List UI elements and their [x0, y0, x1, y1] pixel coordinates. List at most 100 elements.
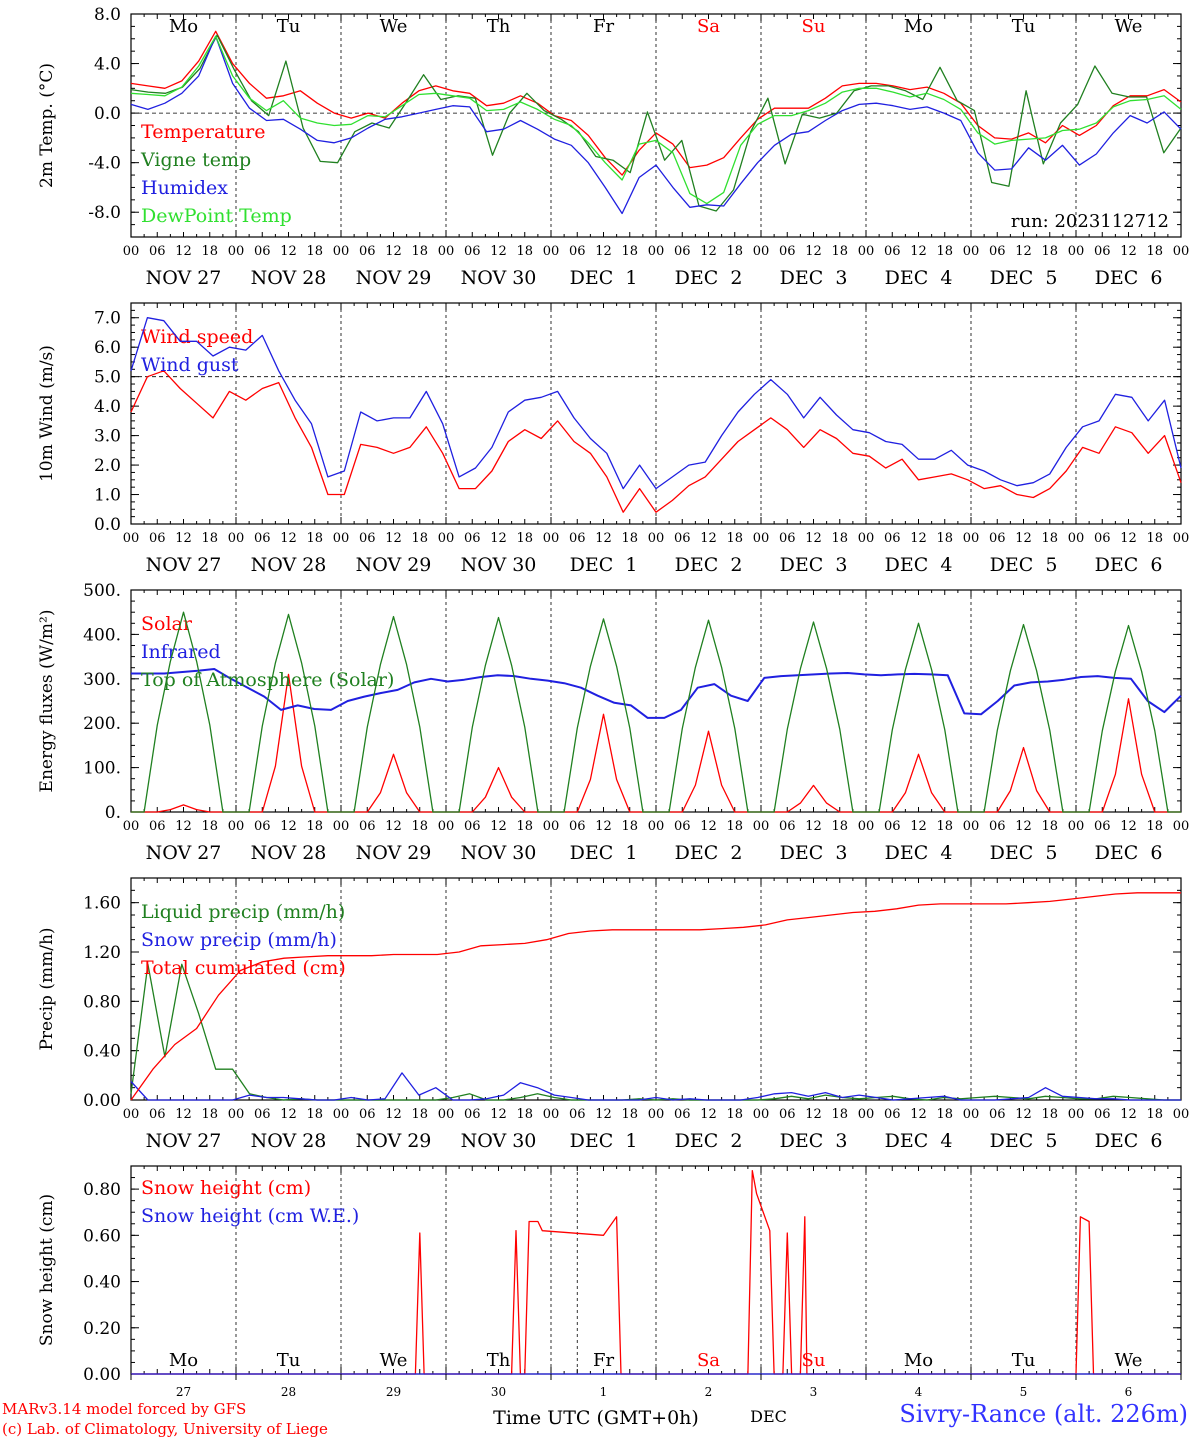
- hour-tick-label: 06: [779, 531, 796, 546]
- date-label: DEC 4: [885, 267, 953, 289]
- hour-tick-label: 00: [963, 819, 980, 834]
- legend-entry: Humidex: [141, 177, 228, 199]
- hour-tick-label: 06: [149, 531, 166, 546]
- date-label: NOV 28: [251, 842, 327, 864]
- hour-tick-label: 06: [569, 531, 586, 546]
- date-label: DEC 1: [570, 842, 638, 864]
- hour-tick-label: 12: [175, 1107, 192, 1122]
- day-number-label: 1: [600, 1385, 608, 1399]
- hour-tick-label: 00: [753, 1107, 770, 1122]
- hour-tick-label: 12: [910, 531, 927, 546]
- hour-tick-label: 06: [674, 819, 691, 834]
- day-of-week-label: Tu: [1012, 16, 1036, 37]
- day-of-week-label: Mo: [169, 1350, 198, 1371]
- hour-tick-label: 00: [753, 819, 770, 834]
- y-tick-label: 200.: [83, 714, 121, 734]
- day-number-label: 30: [491, 1385, 506, 1399]
- date-label: DEC 6: [1095, 267, 1163, 289]
- hour-tick-label: 06: [359, 244, 376, 259]
- date-label: DEC 5: [990, 554, 1058, 576]
- hour-tick-label: 00: [1068, 244, 1085, 259]
- hour-tick-label: 12: [1120, 1107, 1137, 1122]
- date-label: NOV 30: [461, 554, 537, 576]
- date-label: DEC 3: [780, 842, 848, 864]
- hour-tick-label: 18: [411, 819, 428, 834]
- hour-tick-label: 18: [726, 244, 743, 259]
- hour-tick-label: 18: [516, 819, 533, 834]
- hour-tick-label: 06: [1094, 531, 1111, 546]
- date-label: DEC 1: [570, 267, 638, 289]
- date-label: NOV 27: [146, 267, 222, 289]
- hour-tick-label: 00: [1068, 531, 1085, 546]
- y-tick-label: 1.20: [83, 943, 121, 963]
- date-label: NOV 30: [461, 842, 537, 864]
- legend-entry: Snow precip (mm/h): [141, 929, 337, 951]
- hour-tick-label: 18: [411, 1107, 428, 1122]
- hour-tick-label: 12: [700, 819, 717, 834]
- legend-entry: Snow height (cm): [141, 1177, 311, 1199]
- day-of-week-label: Mo: [904, 1350, 933, 1371]
- y-tick-label: 300.: [83, 670, 121, 690]
- hour-tick-label: 18: [1041, 819, 1058, 834]
- day-of-week-label: Tu: [1012, 1350, 1036, 1371]
- hour-tick-label: 06: [464, 1107, 481, 1122]
- y-tick-label: 0.0: [94, 104, 121, 124]
- hour-tick-label: 06: [989, 244, 1006, 259]
- hour-tick-label: 06: [1094, 244, 1111, 259]
- y-tick-label: 500.: [83, 581, 121, 601]
- hour-tick-label: 12: [175, 531, 192, 546]
- date-label: NOV 27: [146, 554, 222, 576]
- hour-tick-label: 00: [438, 819, 455, 834]
- y-axis-title: Energy fluxes (W/m²): [37, 610, 57, 793]
- day-number-label: 6: [1125, 1385, 1133, 1399]
- hour-tick-label: 12: [1120, 244, 1137, 259]
- y-axis-title: 10m Wind (m/s): [37, 345, 57, 482]
- hour-tick-label: 06: [779, 244, 796, 259]
- legend-entry: DewPoint Temp: [141, 205, 292, 227]
- hour-tick-label: 06: [989, 1107, 1006, 1122]
- legend-entry: Infrared: [141, 641, 221, 663]
- hour-tick-label: 12: [490, 1107, 507, 1122]
- hour-tick-label: 18: [831, 1107, 848, 1122]
- day-of-week-label: Tu: [277, 1350, 301, 1371]
- date-label: NOV 28: [251, 267, 327, 289]
- day-of-week-label: Su: [802, 16, 826, 37]
- hour-tick-label: 12: [700, 531, 717, 546]
- date-label: NOV 27: [146, 1130, 222, 1152]
- hour-tick-label: 00: [648, 531, 665, 546]
- hour-tick-label: 06: [779, 819, 796, 834]
- day-of-week-label: Th: [487, 1350, 511, 1371]
- series-line-red: [130, 892, 1181, 1101]
- series-line-red: [131, 1169, 1181, 1375]
- series-line-lightgreen: [130, 35, 1182, 205]
- hour-tick-label: 06: [884, 819, 901, 834]
- hour-tick-label: 06: [149, 819, 166, 834]
- hour-tick-label: 18: [936, 1107, 953, 1122]
- hour-tick-label: 06: [674, 531, 691, 546]
- y-axis-title: 2m Temp. (°C): [37, 63, 57, 188]
- hour-tick-label: 18: [201, 244, 218, 259]
- hour-tick-label: 06: [149, 244, 166, 259]
- hour-tick-label: 00: [228, 244, 245, 259]
- y-tick-label: 400.: [83, 625, 121, 645]
- hour-tick-label: 12: [175, 819, 192, 834]
- y-tick-label: 0.00: [83, 1365, 121, 1385]
- hour-tick-label: 00: [753, 244, 770, 259]
- date-label: NOV 30: [461, 1130, 537, 1152]
- y-tick-label: 100.: [83, 759, 121, 779]
- legend-entry: Wind gust: [141, 354, 239, 376]
- series-line-green: [131, 611, 1181, 813]
- hour-tick-label: 12: [490, 244, 507, 259]
- hour-tick-label: 00: [438, 531, 455, 546]
- y-tick-label: 7.0: [94, 309, 121, 329]
- legend-entry: Snow height (cm W.E.): [141, 1205, 359, 1227]
- day-of-week-label: Mo: [904, 16, 933, 37]
- series-line-blue: [130, 317, 1182, 490]
- hour-tick-label: 00: [543, 819, 560, 834]
- day-of-week-label: Sa: [697, 1350, 720, 1371]
- date-label: NOV 28: [251, 1130, 327, 1152]
- y-tick-label: 1.60: [83, 894, 121, 914]
- day-number-label: 2: [705, 1385, 713, 1399]
- hour-tick-label: 00: [858, 819, 875, 834]
